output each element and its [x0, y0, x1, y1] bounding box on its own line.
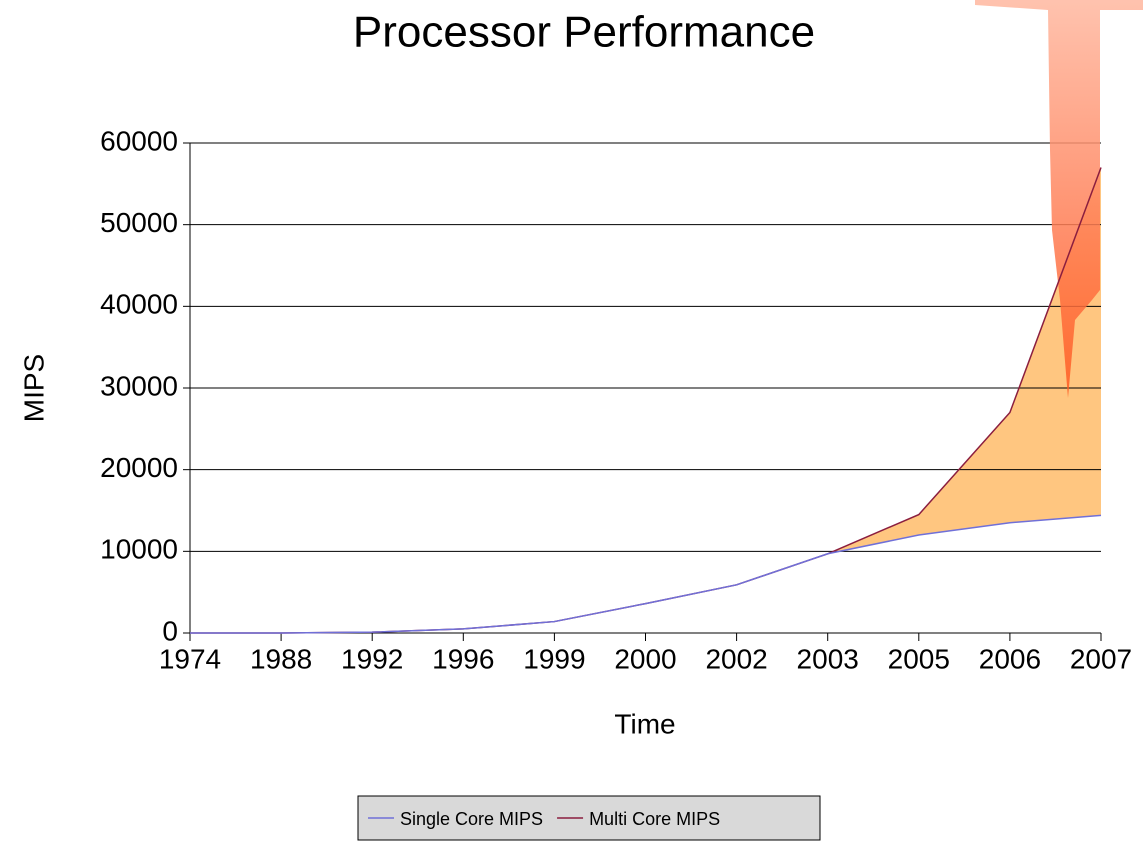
x-tick-label: 1999 — [523, 643, 585, 674]
y-tick-label: 30000 — [100, 370, 178, 401]
y-tick-label: 10000 — [100, 534, 178, 565]
x-tick-label: 2006 — [979, 643, 1041, 674]
x-tick-label: 2007 — [1070, 643, 1132, 674]
series-line — [190, 515, 1101, 633]
chart: Processor Performance Time MIPS 0 10000 20… — [0, 0, 1143, 841]
legend-label: Single Core MIPS — [400, 809, 543, 829]
y-tick-label: 20000 — [100, 452, 178, 483]
x-axis-label: Time — [614, 708, 675, 739]
series-line — [190, 168, 1101, 634]
y-axis-label: MIPS — [18, 354, 49, 422]
legend-label: Multi Core MIPS — [589, 809, 720, 829]
x-tick-label: 1996 — [432, 643, 494, 674]
plot-area — [190, 143, 1101, 633]
y-tick-label: 60000 — [100, 125, 178, 156]
x-tick-label: 2002 — [705, 643, 767, 674]
gap-fill — [190, 168, 1101, 634]
x-tick-label: 1974 — [159, 643, 221, 674]
x-tick-label: 2003 — [797, 643, 859, 674]
y-tick-label: 0 — [162, 615, 178, 646]
x-tick-label: 2000 — [614, 643, 676, 674]
x-tick-label: 2005 — [888, 643, 950, 674]
y-tick-label: 50000 — [100, 207, 178, 238]
x-tick-label: 1988 — [250, 643, 312, 674]
x-tick-label: 1992 — [341, 643, 403, 674]
chart-title: Processor Performance — [353, 8, 815, 57]
y-tick-label: 40000 — [100, 289, 178, 320]
